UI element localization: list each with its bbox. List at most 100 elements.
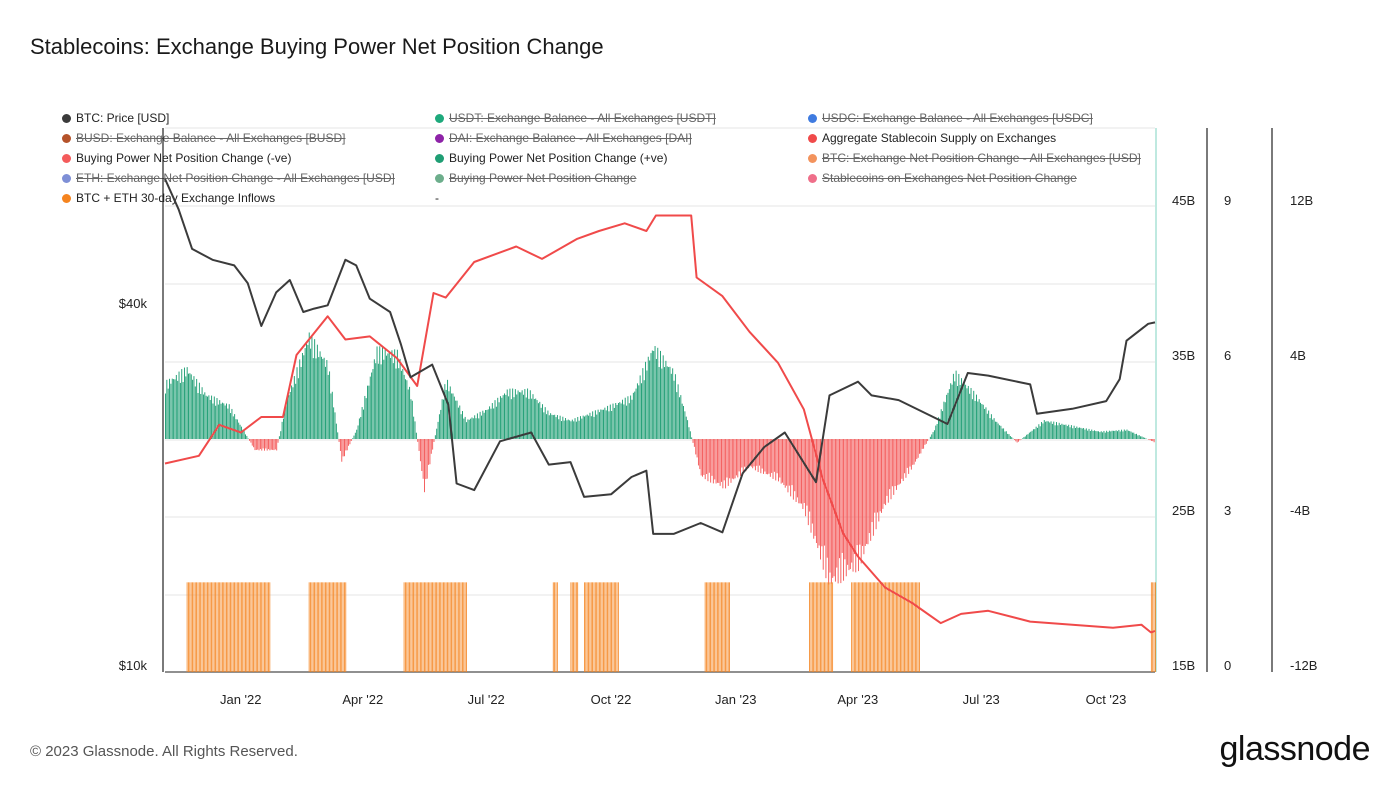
net-change-bar-positive (653, 350, 655, 439)
net-change-bar-positive (660, 350, 661, 439)
legend-item[interactable]: BTC: Exchange Net Position Change - All … (808, 151, 1181, 165)
inflow-bar (451, 582, 452, 672)
net-change-bar-positive (935, 425, 937, 439)
net-change-bar-negative (273, 439, 275, 451)
page-title: Stablecoins: Exchange Buying Power Net P… (30, 34, 604, 59)
net-change-bar-positive (942, 411, 944, 439)
net-change-bar-positive (665, 360, 667, 439)
net-change-bar-positive (278, 436, 280, 439)
legend-item[interactable]: Stablecoins on Exchanges Net Position Ch… (808, 171, 1181, 185)
net-change-bar-positive (961, 378, 963, 439)
net-change-bar-positive (186, 367, 188, 439)
net-change-bar-negative (697, 439, 699, 466)
legend-item[interactable]: BUSD: Exchange Balance - All Exchanges [… (62, 131, 435, 145)
net-change-bar-positive (999, 425, 1000, 439)
net-change-bar-positive (639, 375, 641, 439)
net-change-bar-positive (369, 376, 371, 439)
net-change-bar-positive (330, 393, 332, 439)
net-change-bar-negative (1018, 439, 1019, 442)
net-change-bar-negative (783, 439, 785, 486)
net-change-bar-positive (329, 371, 331, 439)
net-change-bar-positive (1137, 435, 1139, 439)
inflow-bar (430, 582, 432, 672)
net-change-bar-positive (365, 398, 367, 439)
net-change-bar-positive (322, 358, 324, 439)
net-change-bar-positive (1079, 427, 1080, 439)
inflow-bar (1152, 582, 1154, 672)
net-change-bar-positive (1038, 424, 1040, 439)
net-change-bar-positive (544, 407, 546, 439)
legend-item[interactable]: - (435, 191, 808, 205)
net-change-bar-negative (803, 439, 805, 504)
net-change-bar-positive (978, 399, 980, 439)
inflow-bar (235, 582, 237, 672)
legend-item-label: DAI: Exchange Balance - All Exchanges [D… (449, 131, 692, 145)
net-change-bar-positive (608, 411, 610, 439)
legend-item[interactable]: USDT: Exchange Balance - All Exchanges [… (435, 111, 808, 125)
inflow-bar (597, 582, 599, 672)
inflow-bar (417, 582, 419, 672)
inflow-bar (323, 582, 325, 672)
inflow-bar (590, 582, 592, 672)
inflow-bar (407, 582, 409, 672)
inflow-bar (596, 582, 598, 672)
net-change-bar-negative (259, 439, 261, 450)
net-change-bar-positive (462, 411, 463, 439)
net-change-bar-positive (167, 388, 169, 439)
net-change-bar-positive (284, 407, 286, 439)
inflow-bar (594, 582, 596, 672)
net-change-bar-negative (801, 439, 802, 504)
net-change-bar-positive (476, 413, 478, 439)
net-change-bar-negative (806, 439, 808, 506)
net-change-bar-negative (426, 439, 428, 479)
legend-item-label: Stablecoins on Exchanges Net Position Ch… (822, 171, 1077, 185)
legend-item[interactable]: ETH: Exchange Net Position Change - All … (62, 171, 435, 185)
legend-item[interactable]: Buying Power Net Position Change (+ve) (435, 151, 808, 165)
net-change-bar-positive (171, 378, 173, 439)
net-change-bar-positive (555, 417, 557, 439)
inflow-bar (810, 582, 812, 672)
y-axis-netchange-label: 4B (1290, 348, 1306, 363)
net-change-bar-negative (811, 439, 813, 524)
net-change-bar-positive (405, 379, 406, 439)
x-axis-tick-label: Jul '23 (963, 692, 1000, 707)
inflow-bar (612, 582, 614, 672)
net-change-bar-positive (170, 383, 172, 439)
legend-item[interactable]: BTC: Price [USD] (62, 111, 435, 125)
inflow-bar (209, 582, 211, 672)
net-change-bar-negative (914, 439, 916, 462)
inflow-bar (231, 582, 233, 672)
net-change-bar-positive (396, 349, 398, 439)
legend-item[interactable]: Buying Power Net Position Change (435, 171, 808, 185)
y-axis-price-label-10k: $10k (119, 658, 148, 673)
net-change-bar-positive (527, 388, 529, 439)
net-change-bar-positive (933, 430, 935, 439)
net-change-bar-positive (1062, 424, 1064, 439)
legend-item[interactable]: DAI: Exchange Balance - All Exchanges [D… (435, 131, 808, 145)
net-change-bar-positive (232, 416, 234, 439)
legend-item[interactable]: Buying Power Net Position Change (-ve) (62, 151, 435, 165)
net-change-bar-positive (556, 415, 558, 439)
legend-item[interactable]: Aggregate Stablecoin Supply on Exchanges (808, 131, 1181, 145)
net-change-bar-positive (543, 412, 545, 439)
net-change-bar-negative (718, 439, 720, 483)
net-change-bar-negative (272, 439, 274, 450)
net-change-bar-positive (993, 418, 995, 439)
inflow-bar (213, 582, 215, 672)
net-change-bar-positive (475, 418, 477, 439)
net-change-bar-positive (588, 415, 590, 439)
inflow-bar (449, 582, 451, 672)
inflow-bar (716, 582, 718, 672)
net-change-bar-positive (531, 398, 533, 439)
net-change-bar-positive (300, 366, 302, 439)
inflow-bar (255, 582, 257, 672)
net-change-bar-positive (537, 403, 539, 439)
net-change-bar-negative (277, 439, 279, 443)
inflow-bar (186, 582, 188, 672)
legend-item[interactable]: USDC: Exchange Balance - All Exchanges [… (808, 111, 1181, 125)
net-change-bar-positive (947, 392, 949, 439)
inflow-bar (711, 582, 713, 672)
net-change-bar-negative (716, 439, 718, 483)
net-change-bar-positive (384, 349, 386, 439)
legend-item[interactable]: BTC + ETH 30-day Exchange Inflows (62, 191, 435, 205)
